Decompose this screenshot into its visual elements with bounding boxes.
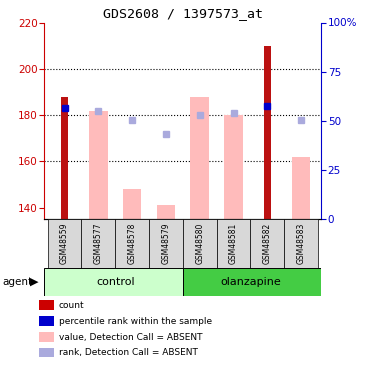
FancyBboxPatch shape [149, 219, 183, 268]
Text: olanzapine: olanzapine [220, 277, 281, 287]
Text: GSM48580: GSM48580 [195, 223, 204, 264]
Bar [123, 189, 141, 219]
FancyBboxPatch shape [44, 268, 183, 296]
FancyBboxPatch shape [284, 219, 318, 268]
Title: GDS2608 / 1397573_at: GDS2608 / 1397573_at [103, 7, 263, 20]
FancyBboxPatch shape [48, 219, 82, 268]
Bar [157, 206, 175, 219]
FancyBboxPatch shape [217, 219, 251, 268]
FancyBboxPatch shape [115, 219, 149, 268]
Text: GSM48581: GSM48581 [229, 223, 238, 264]
Text: count: count [59, 301, 84, 310]
Text: GSM48582: GSM48582 [263, 223, 272, 264]
Text: rank, Detection Call = ABSENT: rank, Detection Call = ABSENT [59, 348, 198, 357]
Text: GSM48577: GSM48577 [94, 223, 103, 264]
Text: GSM48559: GSM48559 [60, 223, 69, 264]
Bar [264, 46, 271, 219]
Text: GSM48579: GSM48579 [161, 223, 171, 264]
FancyBboxPatch shape [251, 219, 284, 268]
Text: GSM48583: GSM48583 [297, 223, 306, 264]
Bar [61, 97, 68, 219]
Text: control: control [96, 277, 135, 287]
Text: agent: agent [2, 277, 32, 287]
Text: GSM48578: GSM48578 [128, 223, 137, 264]
FancyBboxPatch shape [183, 268, 321, 296]
FancyBboxPatch shape [82, 219, 115, 268]
Bar [224, 115, 243, 219]
Text: ▶: ▶ [30, 277, 38, 287]
Text: percentile rank within the sample: percentile rank within the sample [59, 317, 212, 326]
Bar [89, 111, 108, 219]
Bar [191, 97, 209, 219]
Bar [292, 157, 310, 219]
Text: value, Detection Call = ABSENT: value, Detection Call = ABSENT [59, 333, 202, 342]
FancyBboxPatch shape [183, 219, 217, 268]
